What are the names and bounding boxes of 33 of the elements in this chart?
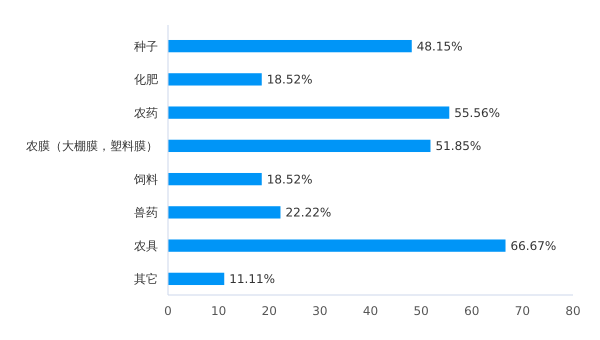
y-tick-label: 饲料 [133,172,158,186]
bar [168,73,262,86]
data-label: 18.52% [266,172,313,186]
data-label: 18.52% [266,72,313,87]
y-tick-label: 农具 [134,238,158,253]
data-label: 22.22% [285,206,332,220]
data-label: 55.56% [454,106,500,120]
y-tick-label: 兽药 [134,206,158,220]
bar [168,40,412,52]
x-tick-label: 60 [464,304,480,318]
bar [168,272,224,286]
x-tick-label: 10 [210,304,226,318]
x-tick-label: 50 [413,304,429,318]
y-tick-label: 种子 [134,39,158,54]
y-tick-label: 农药 [134,106,158,120]
x-tick-label: 0 [164,304,172,318]
x-tick-label: 80 [565,304,581,318]
y-tick-label: 化肥 [134,72,158,87]
x-tick-label: 40 [362,304,378,318]
bar [168,239,506,252]
y-tick-label: 其它 [134,272,158,286]
bar [168,206,280,219]
y-tick-label: 农膜（大棚膜，塑料膜） [26,139,158,154]
data-label: 51.85% [435,139,482,154]
x-tick-label: 20 [262,304,277,318]
x-tick-label: 30 [312,304,328,318]
bar [168,140,430,152]
data-label: 66.67% [510,238,556,253]
x-tick-label: 70 [514,304,530,318]
data-label: 48.15% [416,39,463,54]
bar [168,106,450,119]
bar [168,172,262,186]
data-label: 11.11% [229,272,276,286]
